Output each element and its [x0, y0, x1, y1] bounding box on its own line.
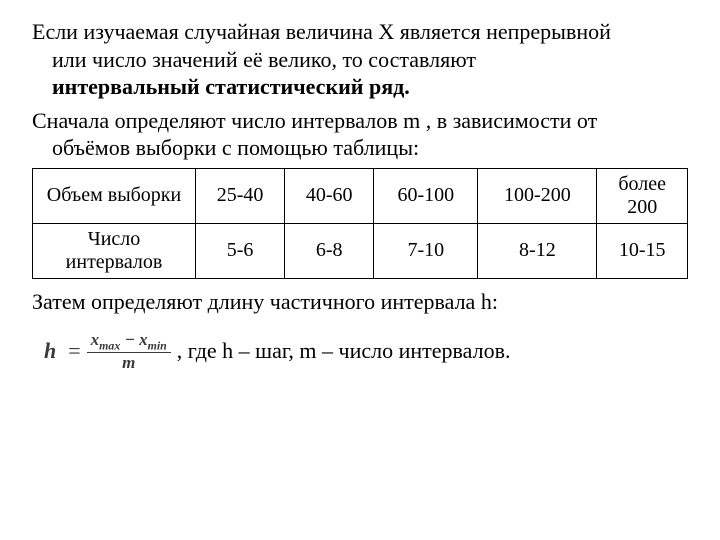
formula-desc-text: , где h – шаг, m – число интервалов. [177, 338, 511, 363]
paragraph-2: Сначала определяют число интервалов m , … [32, 107, 688, 162]
formula-eq: = [68, 338, 80, 364]
table-cell: 40-60 [285, 168, 374, 223]
p1-line1: Если изучаемая случайная величина X явля… [32, 19, 611, 44]
p1-line2: или число значений её велико, то составл… [52, 47, 476, 72]
p1-line3-bold: интервальный статистический ряд. [52, 74, 410, 99]
formula: h = xmax − xmin m [44, 331, 171, 373]
formula-description: , где h – шаг, m – число интервалов. [177, 338, 511, 364]
table-row: Объем выборки 25-40 40-60 60-100 100-200… [33, 168, 688, 223]
table-cell: 100-200 [478, 168, 597, 223]
row2-label-text: Числоинтервалов [66, 228, 163, 273]
interval-table: Объем выборки 25-40 40-60 60-100 100-200… [32, 168, 688, 279]
formula-lhs: h [44, 338, 56, 364]
num-x2: x [139, 330, 148, 349]
formula-fraction: xmax − xmin m [87, 331, 171, 373]
formula-denominator: m [122, 353, 135, 372]
table-cell: 10-15 [597, 223, 688, 278]
num-x1: x [91, 330, 100, 349]
last-col-bottom: 200 [627, 196, 657, 218]
table-cell: 25-40 [196, 168, 285, 223]
row2-label: Числоинтервалов [33, 223, 196, 278]
table-cell-last: более 200 [597, 168, 688, 223]
table-row: Числоинтервалов 5-6 6-8 7-10 8-12 10-15 [33, 223, 688, 278]
table-cell: 7-10 [374, 223, 478, 278]
table-cell: 6-8 [285, 223, 374, 278]
after-table-text: Затем определяют длину частичного интерв… [32, 289, 688, 315]
last-col-top: более [618, 173, 666, 195]
table-cell: 5-6 [196, 223, 285, 278]
table-cell: 60-100 [374, 168, 478, 223]
formula-numerator: xmax − xmin [87, 331, 171, 354]
formula-row: h = xmax − xmin m , где h – шаг, m – чис… [32, 331, 688, 373]
document-page: Если изучаемая случайная величина X явля… [0, 0, 720, 372]
row1-label: Объем выборки [33, 168, 196, 223]
num-minus: − [120, 330, 139, 349]
num-sub-min: min [148, 338, 167, 352]
table-cell: 8-12 [478, 223, 597, 278]
num-sub-max: max [99, 338, 120, 352]
p2-line1: Сначала определяют число интервалов m , … [32, 108, 597, 133]
paragraph-1: Если изучаемая случайная величина X явля… [32, 18, 688, 101]
p2-line2: объёмов выборки с помощью таблицы: [52, 135, 419, 160]
